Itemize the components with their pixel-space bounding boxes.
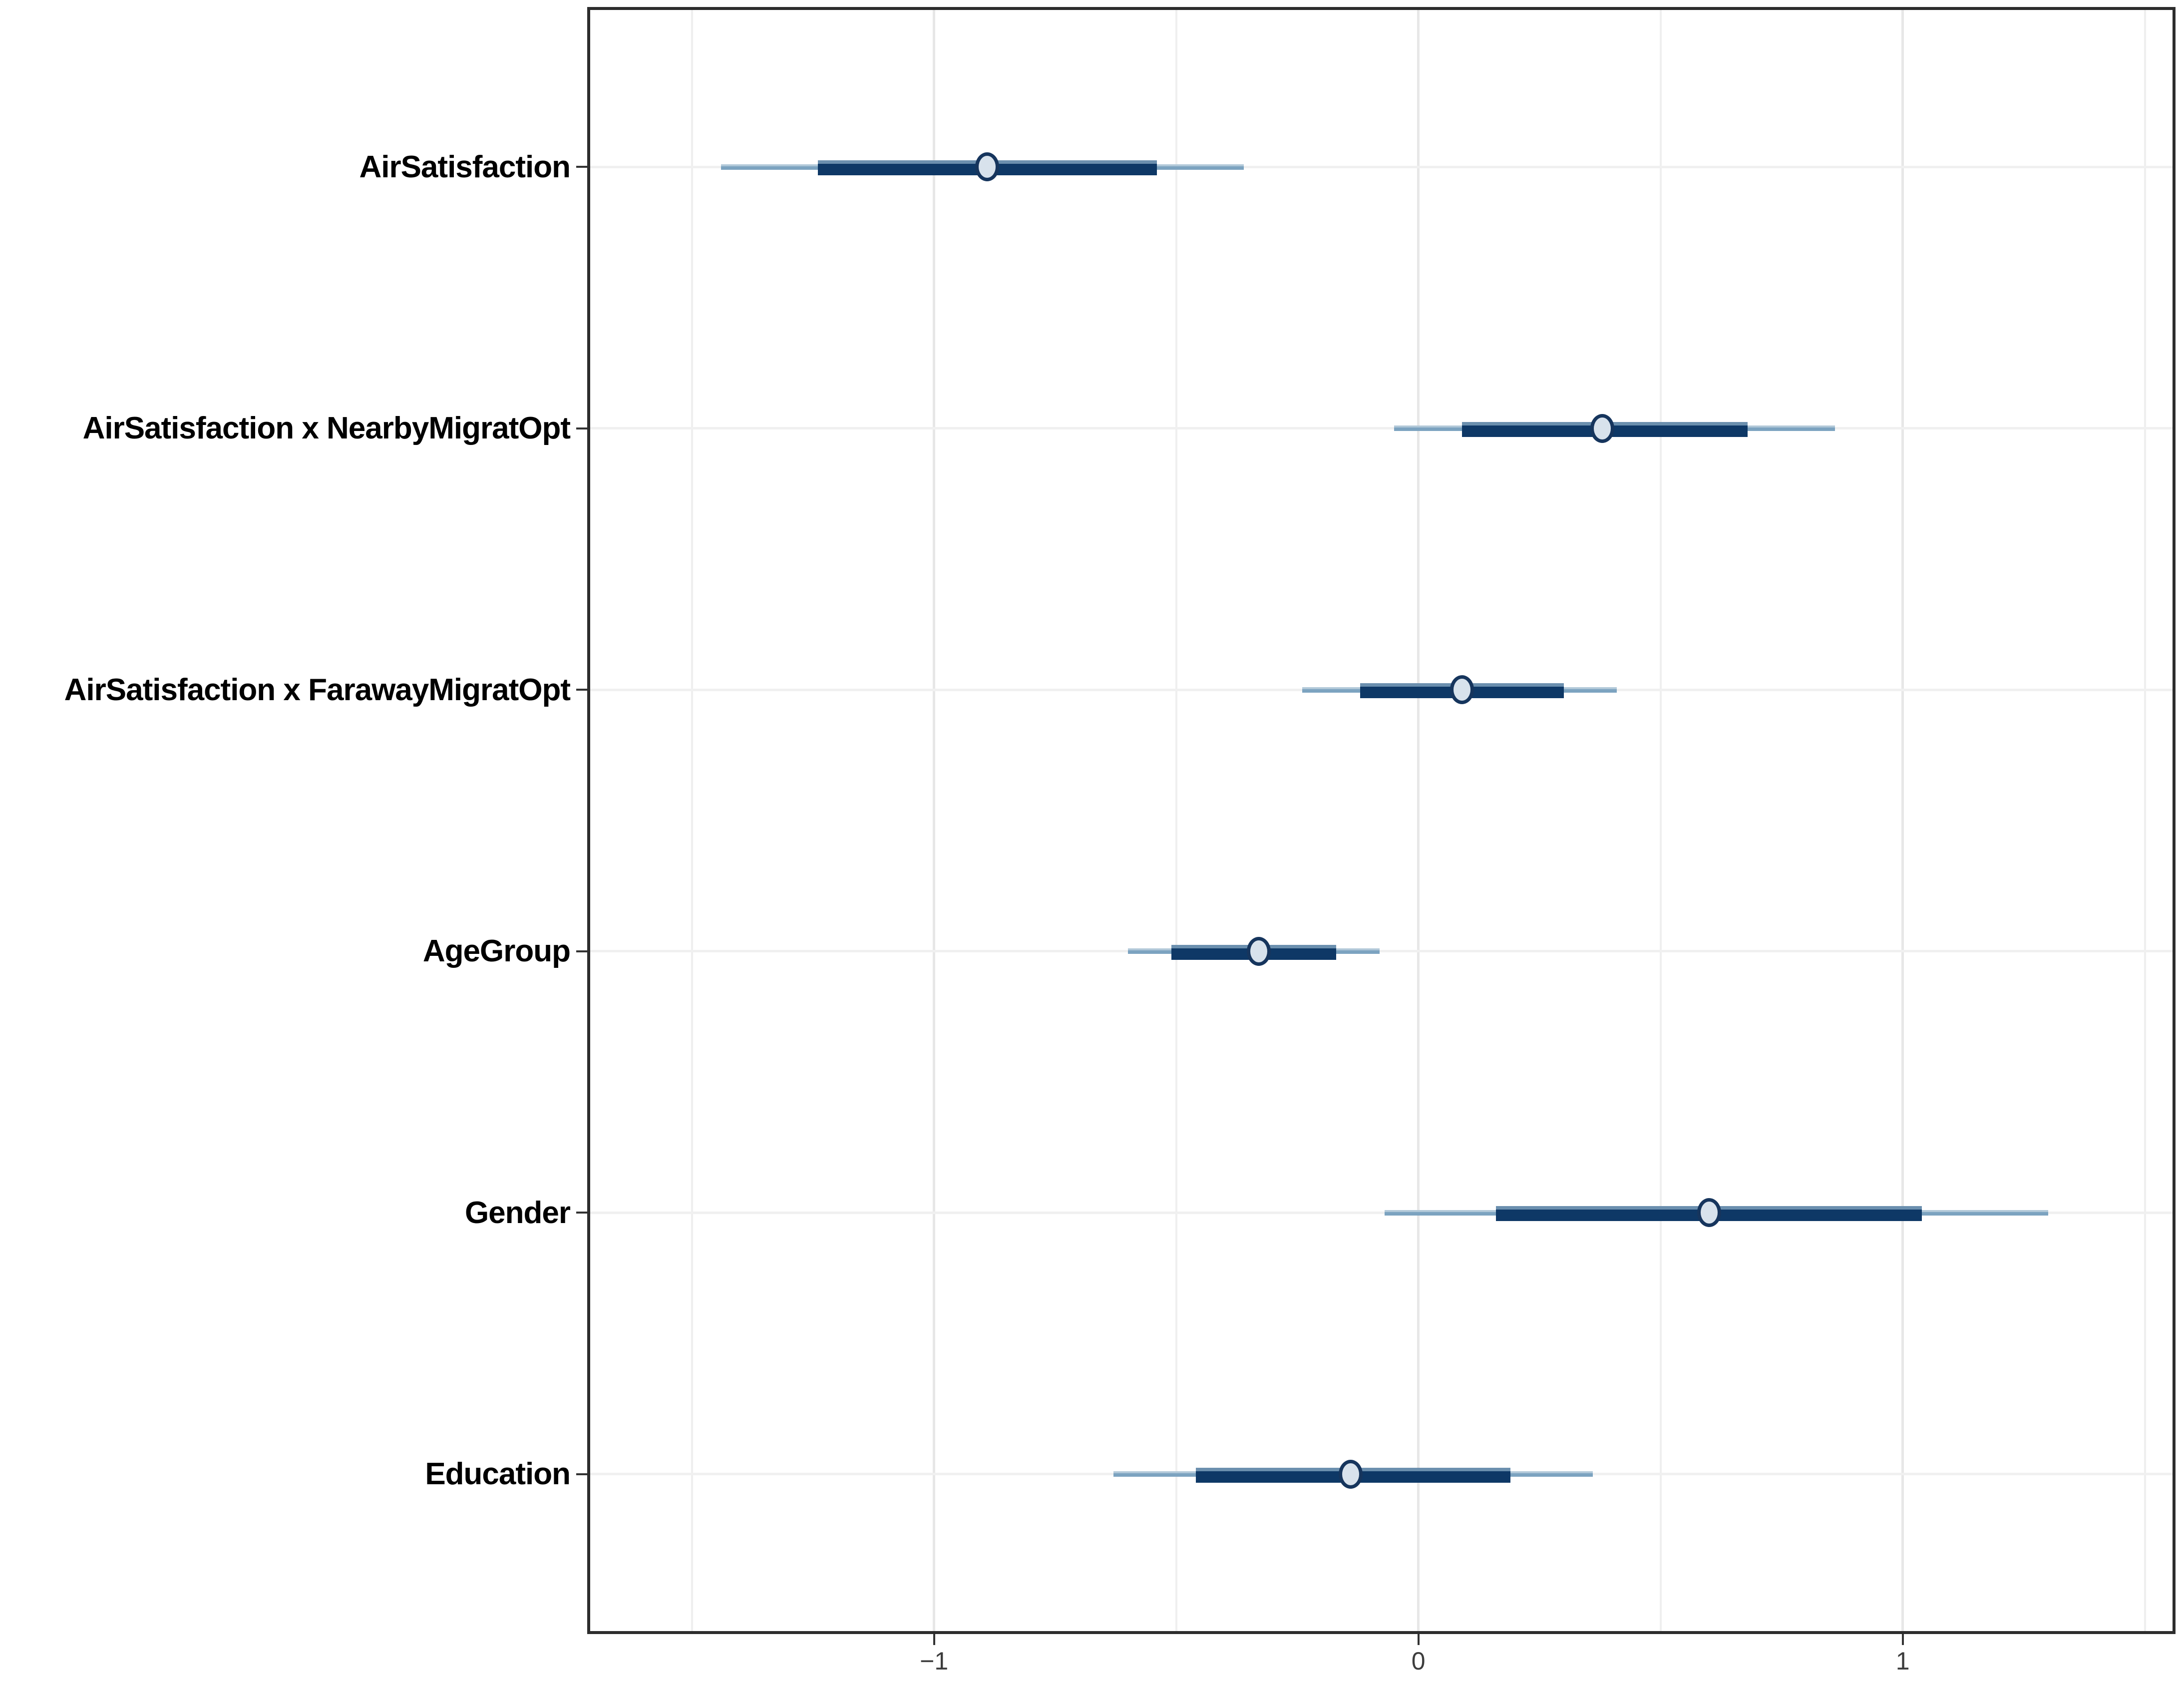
- h-gridline: [590, 950, 2173, 953]
- point-estimate: [1590, 414, 1615, 443]
- row-label-text: Education: [425, 1457, 571, 1492]
- row-label-text: AirSatisfaction x FarawayMigratOpt: [64, 672, 571, 707]
- y-tick: [576, 950, 587, 952]
- row-label: Education: [0, 1452, 571, 1497]
- y-tick: [576, 427, 587, 429]
- v-gridline-major: [933, 10, 936, 1631]
- x-tick-label: −1: [920, 1647, 949, 1675]
- point-estimate: [1697, 1198, 1721, 1228]
- y-tick: [576, 166, 587, 168]
- point-estimate: [1246, 936, 1271, 966]
- point-estimate: [1450, 675, 1474, 705]
- row-label: Gender: [0, 1190, 571, 1235]
- row-label: AirSatisfaction x FarawayMigratOpt: [0, 667, 571, 712]
- y-tick: [576, 1473, 587, 1475]
- h-gridline: [590, 1211, 2173, 1214]
- v-gridline-minor: [2144, 10, 2146, 1631]
- x-tick: [1901, 1634, 1904, 1645]
- point-estimate: [1338, 1459, 1363, 1489]
- v-gridline-minor: [1659, 10, 1662, 1631]
- row-label-text: AgeGroup: [422, 934, 571, 969]
- row-label: AirSatisfaction x NearbyMigratOpt: [0, 406, 571, 451]
- v-gridline-minor: [691, 10, 693, 1631]
- h-gridline: [590, 427, 2173, 430]
- x-tick-label: 0: [1411, 1647, 1426, 1675]
- row-label-text: AirSatisfaction: [359, 149, 571, 184]
- x-tick-label: 1: [1895, 1647, 1910, 1675]
- plot-panel: [587, 7, 2176, 1634]
- v-gridline-major: [1901, 10, 1904, 1631]
- row-label: AgeGroup: [0, 929, 571, 974]
- h-gridline: [590, 165, 2173, 168]
- v-gridline-major: [1417, 10, 1420, 1631]
- row-label-text: AirSatisfaction x NearbyMigratOpt: [82, 411, 571, 446]
- row-label: AirSatisfaction: [0, 144, 571, 189]
- y-tick: [576, 689, 587, 691]
- x-tick: [933, 1634, 935, 1645]
- point-estimate: [975, 152, 1000, 182]
- v-gridline-minor: [1175, 10, 1177, 1631]
- x-tick: [1417, 1634, 1420, 1645]
- y-tick: [576, 1212, 587, 1214]
- row-label-text: Gender: [464, 1195, 571, 1230]
